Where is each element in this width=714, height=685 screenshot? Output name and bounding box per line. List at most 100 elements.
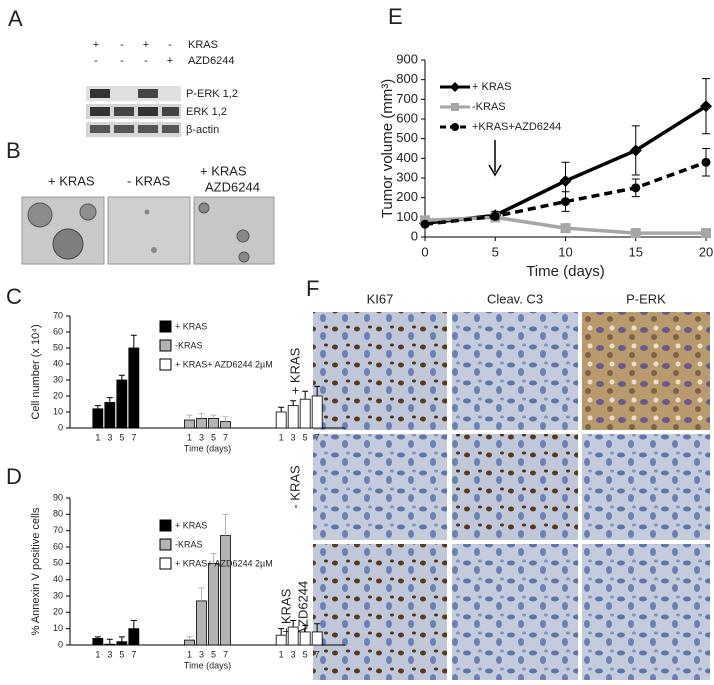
bar <box>275 634 287 646</box>
y-tick-label: 70 <box>53 525 63 535</box>
marker <box>560 223 571 234</box>
y-tick-label: 20 <box>53 390 63 400</box>
ihc-column: KI67 <box>367 291 394 306</box>
legend-label: -KRAS <box>175 340 203 350</box>
bar <box>220 535 231 646</box>
x-tick-label: 7 <box>223 432 228 442</box>
legend-marker <box>450 82 460 92</box>
x-tick-label: 7 <box>131 432 136 442</box>
x-tick-label: 0 <box>421 244 428 259</box>
legend-label: + KRAS+ AZD6244 2µM <box>175 558 273 568</box>
x-tick-label: 5 <box>119 432 124 442</box>
marker <box>559 174 572 187</box>
y-tick-label: 500 <box>396 130 418 145</box>
error-bar <box>186 636 193 641</box>
error-bar <box>302 624 309 632</box>
lane-sign: + <box>143 39 149 51</box>
x-tick-label: 7 <box>315 649 320 659</box>
x-axis-label: Time (days) <box>526 263 605 280</box>
bar <box>275 411 287 429</box>
y-tick-label: 90 <box>53 492 63 502</box>
bar <box>311 395 323 429</box>
y-tick-label: 900 <box>396 51 418 66</box>
error-bar <box>130 620 137 629</box>
marker <box>700 100 712 113</box>
error-bar <box>186 414 193 420</box>
x-tick-label: 10 <box>558 244 572 259</box>
y-tick-label: 60 <box>53 541 63 551</box>
x-tick-label: 1 <box>187 432 192 442</box>
error-bar <box>94 636 101 639</box>
bar <box>311 631 323 646</box>
x-tick-label: 7 <box>131 649 136 659</box>
y-tick-label: 30 <box>53 374 63 384</box>
x-tick-label: 1 <box>95 432 100 442</box>
y-tick-label: 50 <box>53 558 63 568</box>
y-tick-label: 80 <box>53 509 63 519</box>
panel-label: A <box>8 6 23 31</box>
x-tick-label: 3 <box>199 432 204 442</box>
treatment-label: KRAS <box>188 39 218 51</box>
x-axis-label: Time (days) <box>184 443 231 453</box>
error-bar <box>198 587 205 601</box>
error-bar <box>222 513 229 536</box>
bar <box>104 643 116 646</box>
error-bar <box>106 638 113 645</box>
error-bar <box>210 553 217 564</box>
ihc-column: Cleav. C3 <box>487 291 543 306</box>
bar <box>299 631 311 646</box>
lane-sign: - <box>120 55 124 67</box>
error-bar <box>118 374 125 380</box>
y-tick-label: 70 <box>53 310 63 320</box>
y-axis-label: % Annexin V positive cells <box>30 507 42 635</box>
x-tick-label: 7 <box>315 432 320 442</box>
treatment-label: AZD6244 <box>188 55 234 67</box>
bar <box>116 641 128 646</box>
marker <box>420 219 430 229</box>
legend-label: -KRAS <box>175 539 203 549</box>
y-tick-label: 40 <box>53 358 63 368</box>
bar <box>92 408 104 429</box>
series-line <box>424 160 707 226</box>
bar <box>184 639 195 646</box>
x-tick-label: 3 <box>107 649 112 659</box>
x-tick-label: 5 <box>303 432 308 442</box>
y-tick-label: 0 <box>58 422 63 432</box>
x-tick-label: 15 <box>629 244 643 259</box>
lane-sign: - <box>94 55 98 67</box>
x-tick-label: 20 <box>699 244 713 259</box>
legend-label: + KRAS <box>472 81 511 93</box>
bar <box>299 398 311 429</box>
error-bar <box>118 636 125 642</box>
y-axis-label: Cell number (x 10⁴) <box>30 324 42 419</box>
legend-swatch <box>159 339 172 352</box>
lane-sign: + <box>167 55 173 67</box>
ihc-column: P-ERK <box>626 291 666 306</box>
bar <box>184 419 195 429</box>
legend-swatch <box>159 320 172 333</box>
bar <box>208 562 219 646</box>
error-bar <box>198 413 205 419</box>
marker <box>561 197 570 207</box>
bar <box>128 628 140 646</box>
error-bar <box>106 397 113 403</box>
ihc-row: - KRAS <box>287 465 302 509</box>
x-tick-label: 5 <box>211 649 216 659</box>
bar <box>208 417 219 429</box>
legend-swatch <box>159 557 172 570</box>
y-tick-label: 50 <box>53 342 63 352</box>
colony-label: + KRAS <box>200 163 247 178</box>
panel-label: F <box>306 276 319 301</box>
y-tick-label: 800 <box>396 71 418 86</box>
error-bar <box>210 414 217 419</box>
legend-label: +KRAS+AZD6244 <box>472 121 561 133</box>
y-tick-label: 0 <box>411 228 418 243</box>
legend-marker <box>451 103 459 111</box>
lane-sign: - <box>120 39 124 51</box>
band-label: ERK 1,2 <box>186 106 227 118</box>
colony-images <box>21 196 275 265</box>
bar <box>220 421 231 429</box>
panel-label: E <box>388 4 403 29</box>
arrow <box>488 140 502 177</box>
